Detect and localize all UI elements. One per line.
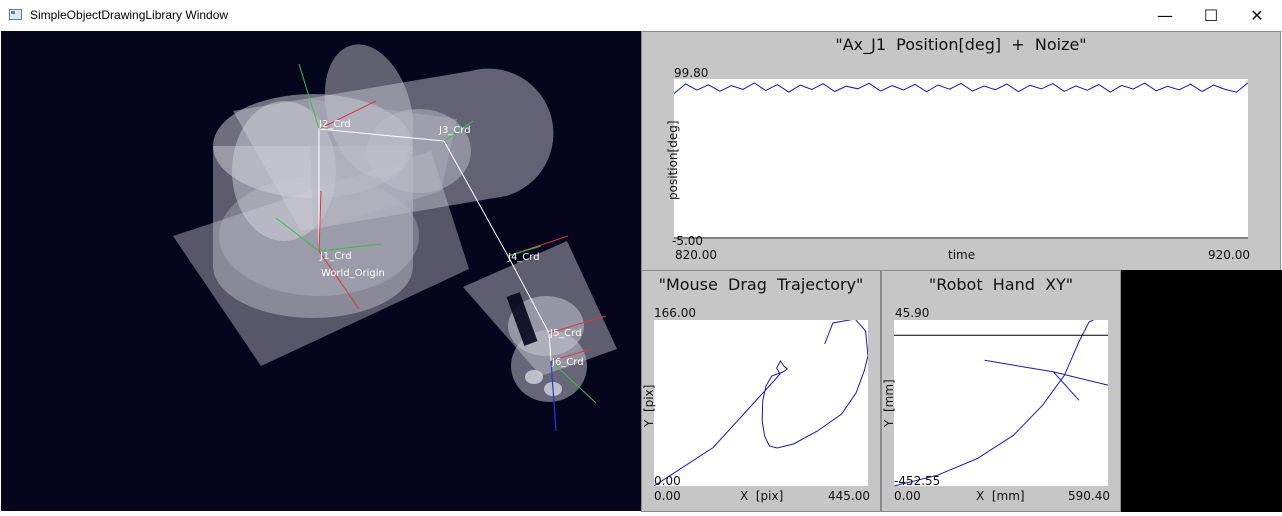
robot-series-line-1 [984, 359, 1109, 386]
robot-y-min-label: -452.55 [894, 474, 941, 488]
coord-label-j1: J1_Crd [319, 251, 352, 262]
close-button[interactable]: ✕ [1250, 6, 1264, 25]
position-plot-title: "Ax_J1 Position[deg] + Noize" [835, 35, 1087, 54]
position-x-min-label: 820.00 [675, 248, 717, 262]
window-title: SimpleObjectDrawingLibrary Window [30, 8, 229, 22]
robot-y-axis-label: Y [mm] [882, 379, 896, 427]
robot-series-line-2 [1053, 371, 1080, 401]
position-plot-panel: "Ax_J1 Position[deg] + Noize" 99.80 -5.0… [641, 31, 1281, 271]
window-titlebar[interactable]: SimpleObjectDrawingLibrary Window — ☐ ✕ [0, 0, 1282, 32]
coord-label-j5: J5_Crd [549, 328, 582, 339]
robot-x-axis-label: X [mm] [976, 489, 1025, 503]
position-plot-svg [673, 82, 1249, 239]
mouse-y-axis-label: Y [pix] [642, 384, 656, 427]
robot-x-max-label: 590.40 [1068, 489, 1110, 503]
coord-label-j4: J4_Crd [507, 252, 540, 263]
mouse-x-max-label: 445.00 [828, 489, 870, 503]
empty-black-area [1121, 270, 1282, 512]
coord-label-j2: J2_Crd [318, 119, 351, 130]
mouse-plot-svg [653, 318, 869, 487]
position-x-max-label: 920.00 [1208, 248, 1250, 262]
robot-x-min-label: 0.00 [894, 489, 921, 503]
robot-plot-area[interactable] [893, 319, 1109, 487]
robot-hand-xy-panel: "Robot Hand XY" 45.90 -452.55 0.00 X [mm… [881, 270, 1121, 512]
mouse-x-axis-label: X [pix] [740, 489, 784, 503]
position-x-axis-label: time [948, 248, 976, 262]
coordinate-frames [275, 63, 607, 432]
robot-skeleton-line [318, 128, 552, 362]
mouse-plot-area[interactable] [653, 318, 869, 487]
mouse-y-max-label: 166.00 [654, 306, 696, 320]
mouse-y-min-label: 0.00 [654, 474, 681, 488]
shoulder-drum-cap-rear [324, 44, 414, 178]
robot-series-line-0 [893, 319, 1094, 487]
mouse-trajectory-panel: "Mouse Drag Trajectory" 166.00 0.00 0.00… [641, 270, 881, 512]
robot-3d-scene: J2_Crd J3_Crd J1_Crd World_Origin J4_Crd… [173, 44, 617, 432]
tool-tip-left [525, 370, 543, 384]
position-series-line-0 [673, 82, 1249, 95]
coord-label-j3: J3_Crd [438, 125, 471, 136]
shoulder-drum-cap [232, 101, 336, 241]
coord-label-world-origin: World_Origin [321, 268, 385, 279]
position-y-max-label: 99.80 [674, 66, 709, 80]
maximize-button[interactable]: ☐ [1203, 6, 1219, 25]
position-plot-area[interactable] [673, 79, 1249, 239]
mouse-plot-title: "Mouse Drag Trajectory" [658, 275, 864, 294]
minimize-button[interactable]: — [1157, 6, 1173, 25]
elbow-drum-cap [367, 109, 471, 193]
app-window-icon [9, 9, 22, 20]
mouse-series-line-0 [653, 318, 869, 487]
robot-3d-viewport[interactable]: J2_Crd J3_Crd J1_Crd World_Origin J4_Crd… [1, 31, 641, 511]
mouse-x-min-label: 0.00 [654, 489, 681, 503]
forearm-slot [506, 292, 538, 346]
robot-plot-title: "Robot Hand XY" [928, 275, 1074, 294]
coord-label-j6: J6_Crd [551, 357, 584, 368]
robot-plot-svg [893, 319, 1109, 487]
position-y-axis-label: position[deg] [666, 120, 680, 200]
position-y-min-label: -5.00 [672, 234, 704, 248]
robot-y-max-label: 45.90 [895, 306, 930, 320]
wrist-flange-shape [511, 330, 587, 402]
